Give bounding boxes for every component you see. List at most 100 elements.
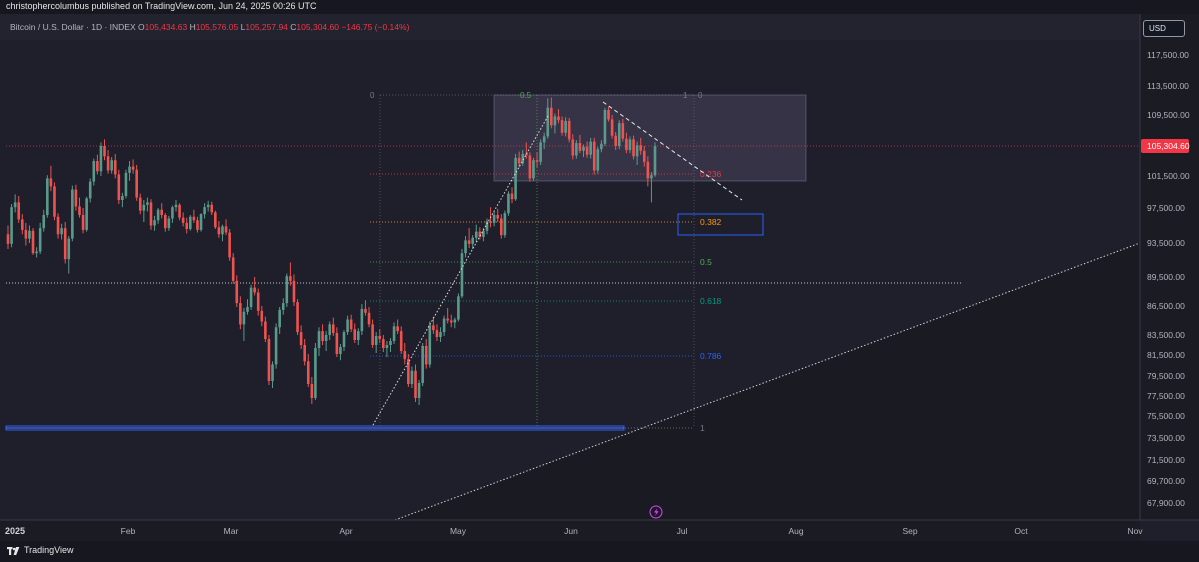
price-tick-label: 73,500.00 bbox=[1147, 433, 1185, 443]
candle bbox=[399, 326, 403, 354]
last-price-label: 105,304.60 bbox=[1147, 141, 1190, 151]
candle bbox=[10, 204, 13, 248]
candle bbox=[38, 222, 42, 255]
fib-level-label: 0.786 bbox=[700, 351, 722, 361]
candle bbox=[596, 146, 600, 174]
candle bbox=[171, 205, 174, 223]
candle bbox=[138, 193, 142, 215]
candle bbox=[156, 208, 160, 224]
candle bbox=[592, 137, 596, 175]
time-axis: 2025 Feb Mar Apr May Jun Jul Aug Sep Oct Nov bbox=[5, 526, 1143, 536]
candle bbox=[407, 354, 410, 387]
time-tick-label: Mar bbox=[224, 526, 239, 536]
candle bbox=[442, 315, 446, 336]
candle bbox=[360, 304, 364, 335]
candle bbox=[424, 339, 428, 369]
price-tick-label: 97,500.00 bbox=[1147, 203, 1185, 213]
candle bbox=[117, 169, 121, 204]
candle bbox=[210, 201, 214, 215]
candle bbox=[224, 219, 228, 236]
candle bbox=[460, 248, 464, 299]
candle bbox=[403, 343, 407, 365]
close-value: 105,304.60 bbox=[296, 22, 339, 32]
close-label: C bbox=[290, 22, 297, 32]
candle bbox=[446, 307, 449, 324]
candle bbox=[321, 324, 324, 345]
candle bbox=[582, 144, 585, 158]
candle bbox=[153, 215, 156, 231]
long-term-trendline bbox=[394, 242, 1141, 521]
candle bbox=[625, 132, 628, 154]
change-value: −146.75 (−0.14%) bbox=[341, 22, 410, 32]
candle bbox=[113, 153, 117, 179]
fib-level-label: 0.5 bbox=[700, 257, 712, 267]
candle bbox=[196, 216, 199, 233]
candle bbox=[335, 327, 339, 358]
time-tick-label: 2025 bbox=[5, 526, 25, 536]
candle bbox=[163, 213, 167, 232]
candle bbox=[371, 319, 374, 348]
fib-level-label: 0.382 bbox=[700, 217, 722, 227]
currency-button[interactable]: USD bbox=[1143, 20, 1185, 37]
candle bbox=[646, 156, 650, 187]
candle bbox=[642, 146, 646, 167]
target-box bbox=[677, 213, 764, 236]
candle bbox=[264, 316, 267, 342]
candle bbox=[142, 200, 146, 222]
candle bbox=[17, 196, 21, 223]
candle bbox=[42, 209, 46, 232]
candle bbox=[78, 197, 81, 218]
candle bbox=[589, 137, 592, 159]
price-tick-label: 89,500.00 bbox=[1147, 272, 1185, 282]
candle bbox=[81, 208, 85, 234]
candle bbox=[485, 218, 489, 235]
open-value: 105,434.63 bbox=[144, 22, 188, 32]
price-tick-label: 109,500.00 bbox=[1147, 110, 1190, 120]
candle bbox=[214, 210, 217, 229]
candle bbox=[378, 329, 382, 343]
tradingview-brand: TradingView bbox=[24, 545, 74, 555]
candle bbox=[253, 277, 256, 296]
candle bbox=[85, 196, 88, 232]
candle bbox=[274, 323, 278, 369]
candle bbox=[364, 300, 367, 316]
candle bbox=[92, 158, 96, 186]
candle bbox=[285, 273, 289, 307]
candle bbox=[457, 293, 460, 322]
candle bbox=[71, 185, 74, 242]
lightning-icon[interactable] bbox=[649, 505, 663, 519]
candle bbox=[328, 321, 332, 340]
candle bbox=[628, 136, 632, 154]
candle bbox=[603, 107, 607, 147]
candle bbox=[428, 321, 432, 368]
candle bbox=[449, 314, 453, 328]
candle bbox=[53, 182, 56, 221]
fib-level-zero-label: 0 bbox=[698, 91, 703, 100]
candle bbox=[103, 139, 106, 161]
candle bbox=[471, 235, 474, 249]
candle bbox=[331, 317, 335, 336]
candle bbox=[414, 364, 417, 402]
candle bbox=[467, 228, 471, 249]
candle bbox=[13, 194, 17, 213]
candle bbox=[317, 327, 321, 357]
candle bbox=[310, 377, 314, 404]
candle bbox=[382, 335, 385, 352]
candle bbox=[342, 330, 346, 351]
candle bbox=[632, 135, 635, 160]
candle bbox=[292, 274, 296, 306]
candle bbox=[507, 191, 510, 216]
candle bbox=[510, 187, 514, 204]
candle bbox=[20, 214, 24, 235]
candle bbox=[410, 366, 414, 388]
candle bbox=[349, 314, 353, 333]
candle bbox=[189, 215, 192, 231]
price-tick-label: 69,700.00 bbox=[1147, 476, 1185, 486]
candle bbox=[389, 338, 392, 352]
candle bbox=[464, 236, 467, 258]
candle bbox=[567, 117, 571, 143]
candle bbox=[396, 319, 399, 335]
overlay-drawings bbox=[372, 101, 1141, 521]
time-tick-label: Feb bbox=[121, 526, 136, 536]
